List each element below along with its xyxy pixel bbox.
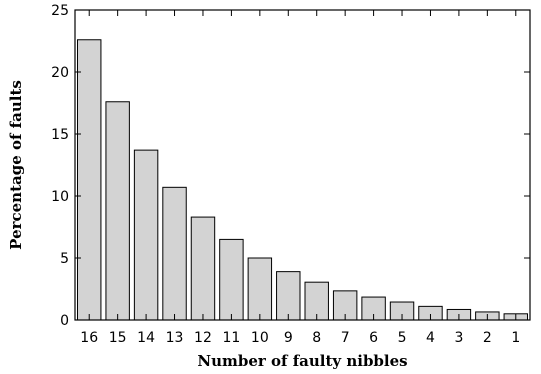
bar-13 (162, 186, 187, 321)
x-tick-label: 10 (251, 330, 269, 346)
x-tick-label: 14 (137, 330, 155, 346)
bars-group (77, 39, 528, 321)
bar-9 (276, 271, 301, 321)
x-tick-label: 5 (398, 330, 407, 346)
x-tick-label: 16 (80, 330, 98, 346)
x-axis-title: Number of faulty nibbles (197, 352, 407, 370)
plot-frame (74, 9, 531, 321)
x-tick-label: 4 (426, 330, 435, 346)
x-tick-label: 3 (454, 330, 463, 346)
y-tick-label: 0 (60, 313, 69, 329)
bar-11 (219, 238, 244, 321)
y-tick-label: 15 (51, 127, 69, 143)
x-tick-labels: 16 15 14 13 12 11 10 9 8 7 6 5 4 3 2 1 (80, 330, 520, 346)
x-tick-label: 2 (483, 330, 492, 346)
x-tick-label: 12 (194, 330, 212, 346)
x-tick-label: 6 (369, 330, 378, 346)
x-tick-label: 15 (109, 330, 127, 346)
ticks-group (75, 9, 530, 321)
bar-12 (190, 216, 216, 321)
bar-10 (247, 257, 273, 321)
x-tick-label: 8 (312, 330, 321, 346)
bar-16 (77, 39, 102, 321)
x-tick-label: 9 (284, 330, 293, 346)
y-tick-labels: 0 5 10 15 20 25 (51, 3, 69, 329)
x-tick-label: 11 (222, 330, 240, 346)
x-tick-label: 13 (166, 330, 184, 346)
y-tick-label: 20 (51, 65, 69, 81)
bar-15 (105, 101, 130, 321)
y-tick-label: 5 (60, 251, 69, 267)
bar-14 (133, 149, 159, 321)
y-tick-label: 25 (51, 3, 69, 19)
y-axis-title: Percentage of faults (7, 80, 25, 250)
x-tick-label: 7 (341, 330, 350, 346)
y-tick-label: 10 (51, 189, 69, 205)
x-tick-label: 1 (511, 330, 520, 346)
